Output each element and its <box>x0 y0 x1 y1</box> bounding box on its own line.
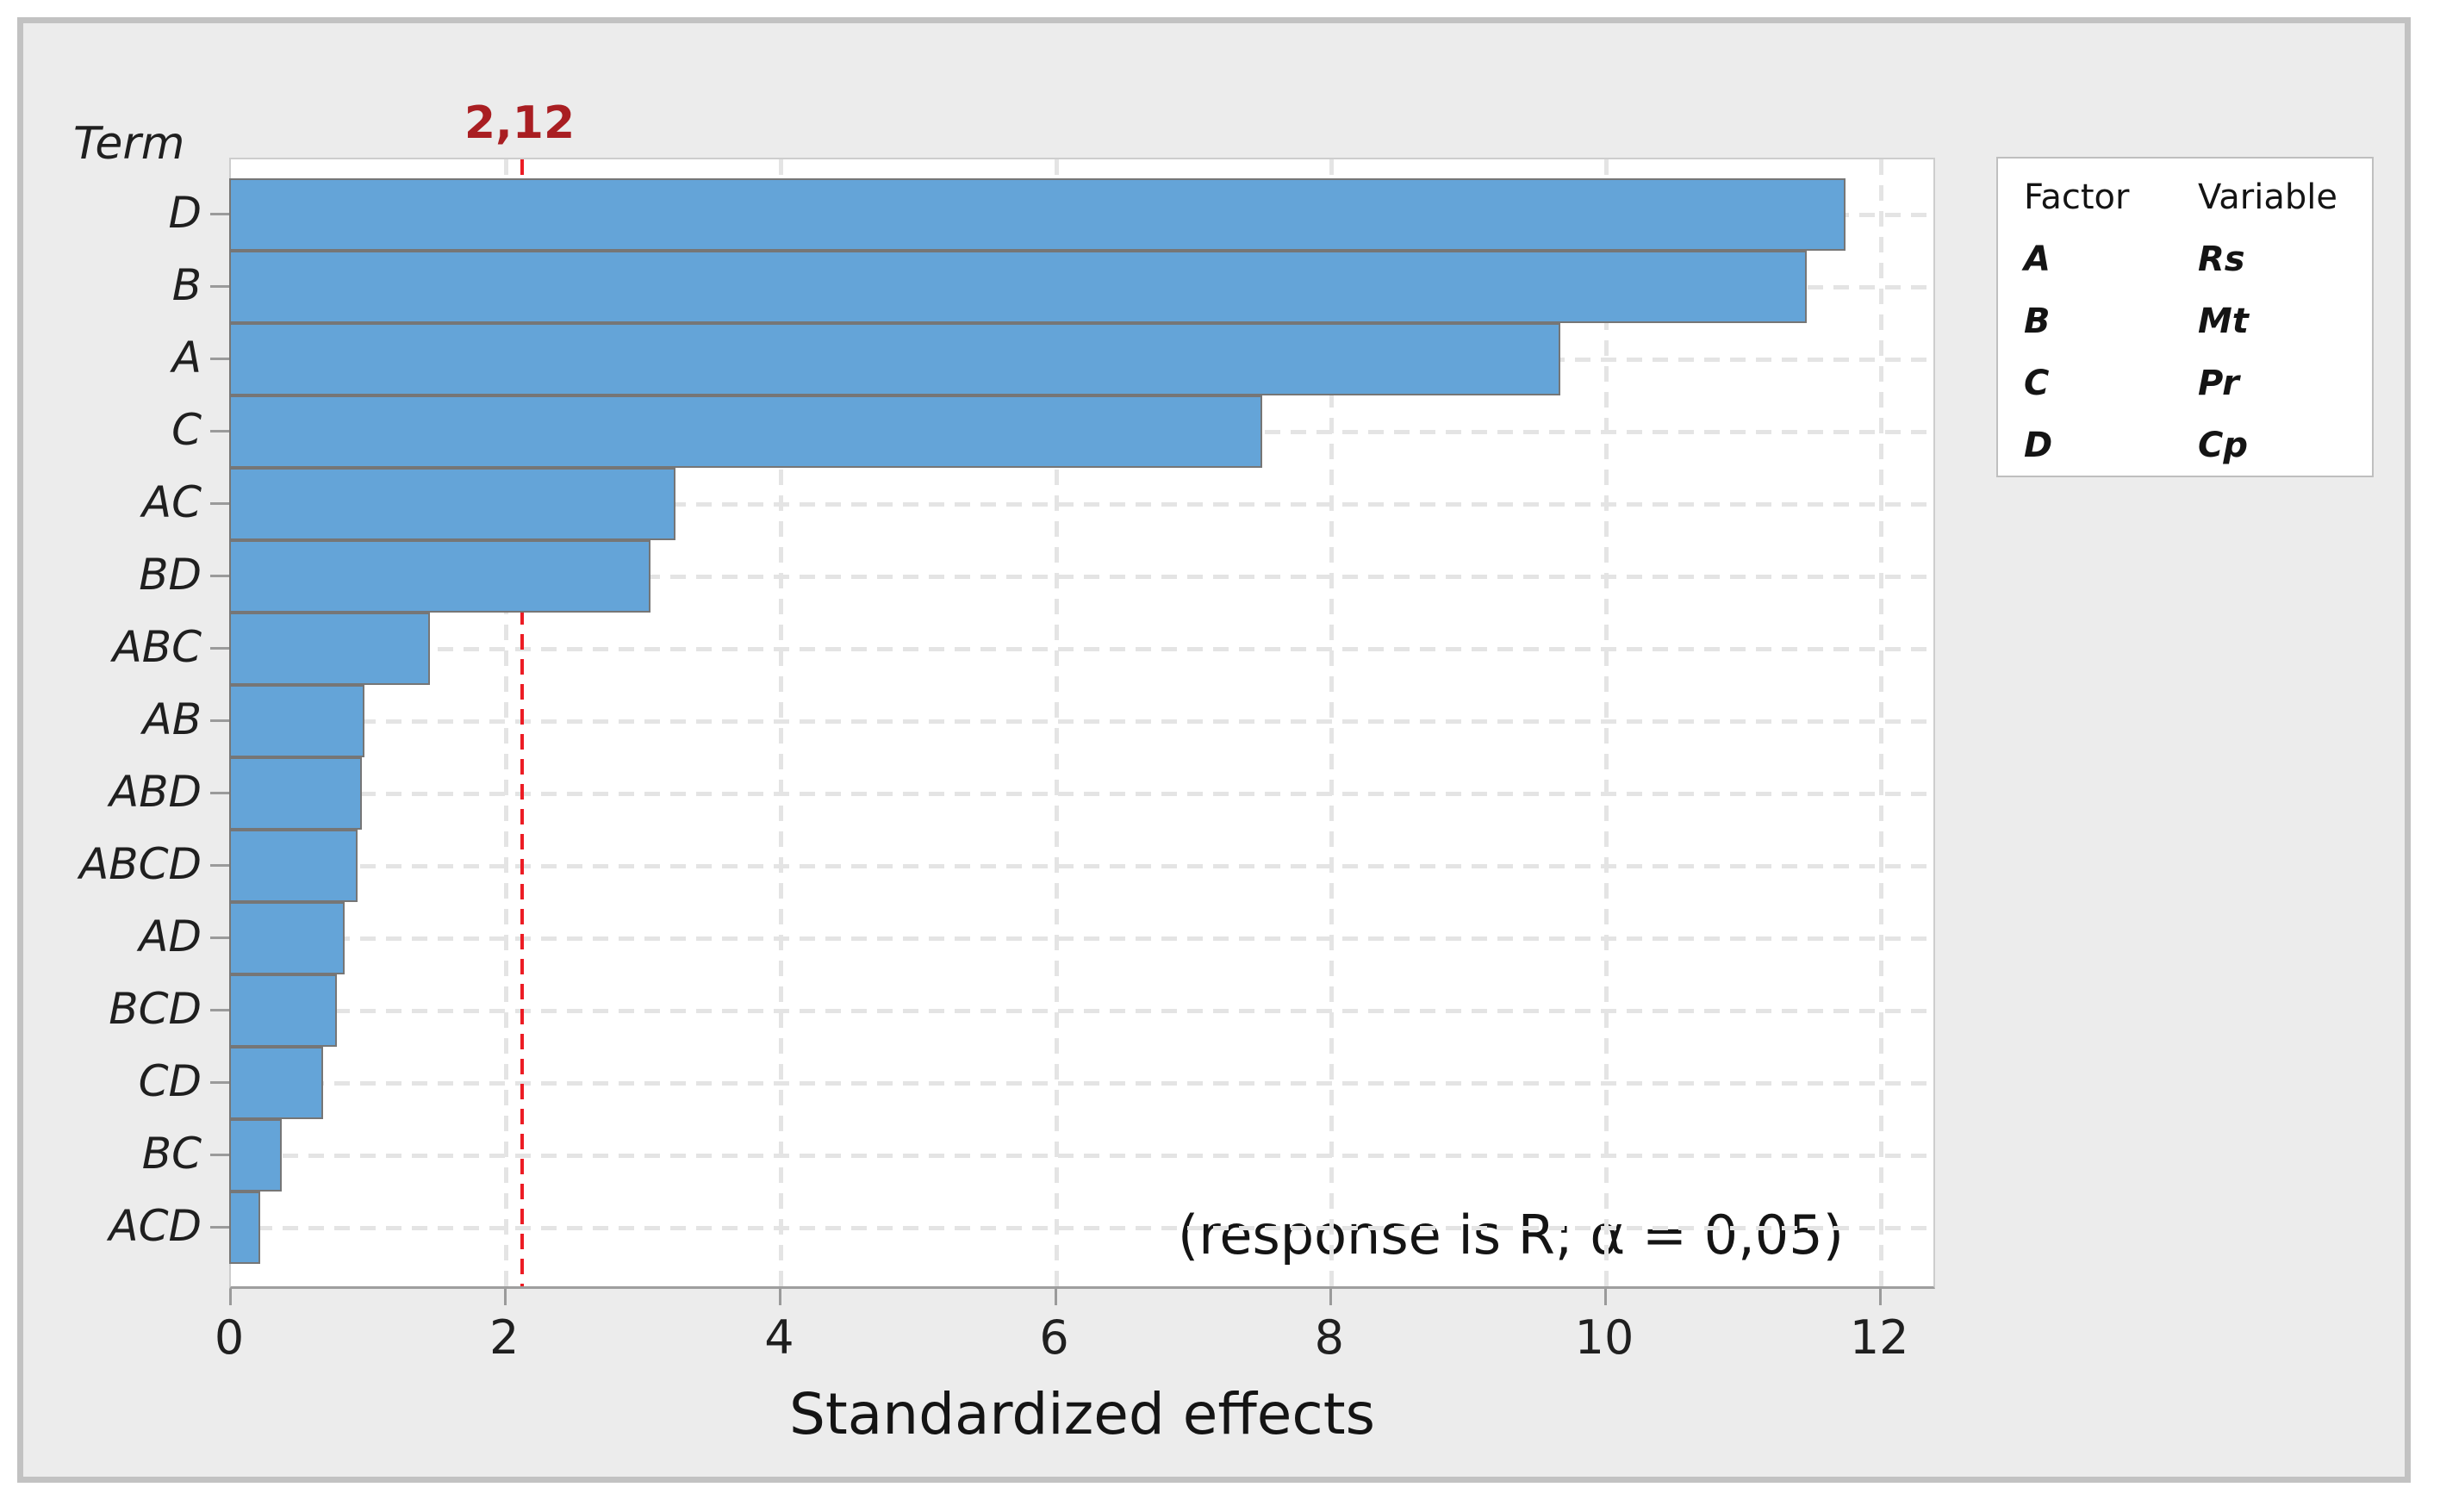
alpha-reference-line <box>520 159 525 1286</box>
x-tick-label: 8 <box>1314 1310 1344 1365</box>
legend-header-factor: Factor <box>2024 177 2130 217</box>
legend-variable: Pr <box>2198 364 2239 403</box>
plot-area <box>229 158 1935 1289</box>
y-tick-label: AD <box>139 912 202 961</box>
y-axis-tick <box>210 936 229 939</box>
x-axis-tick <box>779 1289 782 1305</box>
y-tick-label: ABC <box>112 622 202 672</box>
y-tick-label: CD <box>138 1056 202 1106</box>
y-axis-tick <box>210 502 229 505</box>
horizontal-gridline <box>231 575 1933 579</box>
horizontal-gridline <box>231 719 1933 724</box>
x-axis-tick <box>1329 1289 1332 1305</box>
x-tick-label: 12 <box>1849 1310 1909 1365</box>
y-tick-label: B <box>171 260 202 310</box>
horizontal-gridline <box>231 1226 1933 1230</box>
y-tick-label: BC <box>141 1129 202 1179</box>
horizontal-gridline <box>231 792 1933 796</box>
horizontal-gridline <box>231 864 1933 868</box>
reference-line-label: 2,12 <box>464 97 576 149</box>
y-axis-tick <box>210 575 229 577</box>
x-axis-tick <box>1604 1289 1607 1305</box>
x-axis-tick <box>1879 1289 1883 1305</box>
horizontal-gridline <box>231 502 1933 507</box>
effect-bar <box>229 1119 283 1192</box>
horizontal-gridline <box>231 1009 1933 1013</box>
legend-factor: A <box>2024 240 2051 279</box>
y-axis-tick <box>210 213 229 215</box>
legend-variable: Cp <box>2198 426 2248 465</box>
y-tick-label: ACD <box>109 1201 202 1251</box>
effect-bar <box>229 613 431 685</box>
y-axis-tick <box>210 285 229 288</box>
legend-factor: B <box>2024 302 2051 341</box>
x-tick-label: 0 <box>214 1310 245 1365</box>
y-axis-title: Term <box>73 118 185 170</box>
y-axis-tick <box>210 1154 229 1156</box>
effect-bar <box>229 251 1808 323</box>
y-tick-label: AB <box>142 694 202 744</box>
effect-bar <box>229 395 1262 468</box>
legend-factor: D <box>2024 426 2053 465</box>
effect-bar <box>229 974 337 1047</box>
effect-bar <box>229 902 345 974</box>
y-tick-label: C <box>171 405 202 455</box>
y-tick-label: A <box>171 333 202 383</box>
y-tick-label: D <box>168 188 202 238</box>
y-tick-label: AC <box>141 477 202 527</box>
effect-bar <box>229 685 364 757</box>
legend-variable: Mt <box>2198 302 2249 341</box>
x-tick-label: 2 <box>489 1310 520 1365</box>
effect-bar <box>229 830 358 902</box>
effect-bar <box>229 1047 323 1119</box>
effect-bar <box>229 540 650 613</box>
factor-variable-legend: Factor Variable A Rs B Mt C Pr D Cp <box>1996 157 2374 477</box>
effect-bar <box>229 757 362 830</box>
chart-canvas: Term 2,12 0 2 4 6 8 10 12 D B A C AC BD ABC AB ABD ABCD A… <box>17 17 2411 1483</box>
y-axis-tick <box>210 358 229 360</box>
legend-header-variable: Variable <box>2198 177 2337 217</box>
legend-factor: C <box>2024 364 2050 403</box>
y-axis-tick <box>210 1081 229 1084</box>
y-tick-label: ABD <box>109 767 202 817</box>
horizontal-gridline <box>231 647 1933 651</box>
y-axis-tick <box>210 1009 229 1011</box>
y-axis-tick <box>210 864 229 867</box>
x-axis-tick <box>229 1289 232 1305</box>
y-axis-tick <box>210 647 229 650</box>
legend-variable: Rs <box>2198 240 2245 279</box>
effect-bar <box>229 323 1561 395</box>
effect-bar <box>229 468 675 540</box>
x-axis-title: Standardized effects <box>789 1381 1375 1447</box>
x-axis-tick <box>1054 1289 1057 1305</box>
y-tick-label: BCD <box>109 984 202 1034</box>
chart-inner-area: Term 2,12 0 2 4 6 8 10 12 D B A C AC BD ABC AB ABD ABCD A… <box>23 23 2405 1477</box>
y-axis-tick <box>210 719 229 722</box>
x-axis-tick <box>504 1289 507 1305</box>
y-axis-tick <box>210 792 229 794</box>
y-tick-label: ABCD <box>79 839 202 889</box>
horizontal-gridline <box>231 936 1933 941</box>
x-tick-label: 6 <box>1039 1310 1069 1365</box>
y-tick-label: BD <box>139 550 202 600</box>
horizontal-gridline <box>231 1081 1933 1086</box>
x-tick-label: 4 <box>764 1310 794 1365</box>
x-tick-label: 10 <box>1574 1310 1634 1365</box>
y-axis-tick <box>210 430 229 432</box>
y-axis-tick <box>210 1226 229 1229</box>
effect-bar <box>229 1192 260 1264</box>
response-annotation: (response is R; α = 0,05) <box>1178 1204 1844 1266</box>
horizontal-gridline <box>231 1154 1933 1158</box>
effect-bar <box>229 178 1846 251</box>
